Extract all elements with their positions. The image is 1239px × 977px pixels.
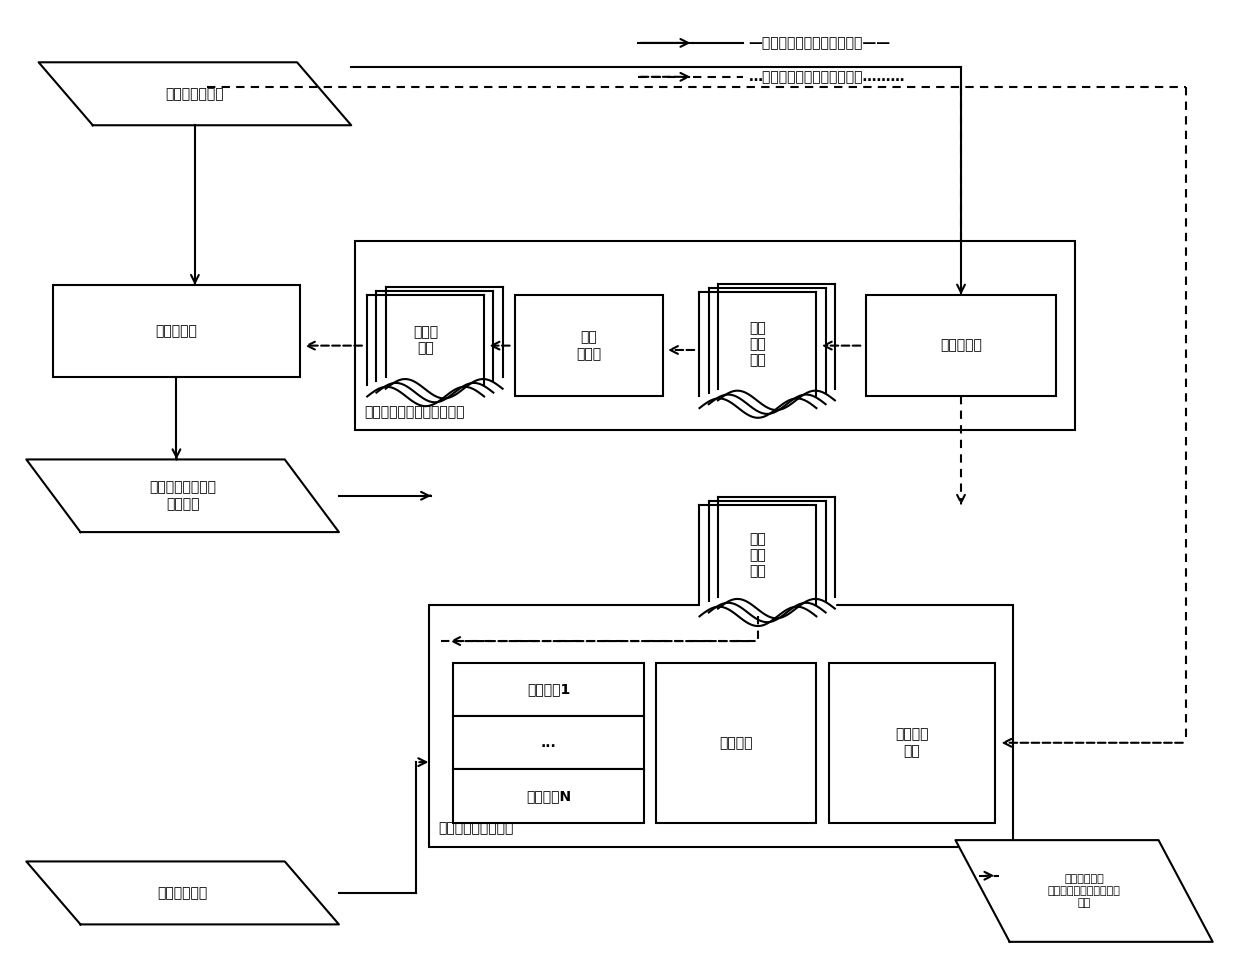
Bar [453,716,644,770]
Text: —数据（网络、交易、指标）——: —数据（网络、交易、指标）—— [748,36,891,50]
Bar [829,662,995,823]
Text: …控制（模型、结构、代码）………: …控制（模型、结构、代码）……… [748,69,906,84]
Text: 训练期待结果: 训练期待结果 [157,886,208,900]
Text: 训练网络数据包: 训练网络数据包 [166,87,224,101]
Text: ...: ... [541,736,556,749]
Polygon shape [26,862,339,924]
Polygon shape [700,292,817,408]
Polygon shape [717,497,835,609]
Text: 学习方法N: 学习方法N [527,789,571,803]
Text: 偏好设置
控制: 偏好设置 控制 [895,728,928,758]
Text: 解码执行器: 解码执行器 [156,324,197,338]
Bar [53,285,300,377]
Polygon shape [717,284,835,401]
Polygon shape [38,63,351,125]
Text: 协议
生成
模型: 协议 生成 模型 [750,531,767,578]
Polygon shape [26,459,339,532]
Text: 已知参考信息
（接口规范、格式、定义
等）: 已知参考信息 （接口规范、格式、定义 等） [1048,874,1120,908]
Bar [453,662,644,716]
Text: 解码器
代码: 解码器 代码 [413,325,439,356]
Text: 综合提升: 综合提升 [720,736,753,749]
Polygon shape [367,295,484,397]
Text: 协议生成器: 协议生成器 [940,339,983,353]
Bar [657,662,817,823]
Bar [515,295,663,397]
Bar [354,241,1075,431]
Text: 解码
编译器: 解码 编译器 [576,330,601,361]
Text: 训练阶段学习子系统: 训练阶段学习子系统 [439,822,514,835]
Polygon shape [709,288,825,404]
Polygon shape [955,840,1213,942]
Bar [453,770,644,823]
Bar [866,295,1057,397]
Text: 学习方法1: 学习方法1 [527,683,570,697]
Polygon shape [377,291,493,393]
Polygon shape [385,287,503,389]
Polygon shape [709,501,825,613]
Text: 训练阶段解码器生成子系统: 训练阶段解码器生成子系统 [364,404,466,419]
Text: 协议
描述
结构: 协议 描述 结构 [750,321,767,367]
Bar [429,605,1014,847]
Text: 解码数据和（或）
交易数据: 解码数据和（或） 交易数据 [149,481,216,511]
Polygon shape [700,505,817,616]
